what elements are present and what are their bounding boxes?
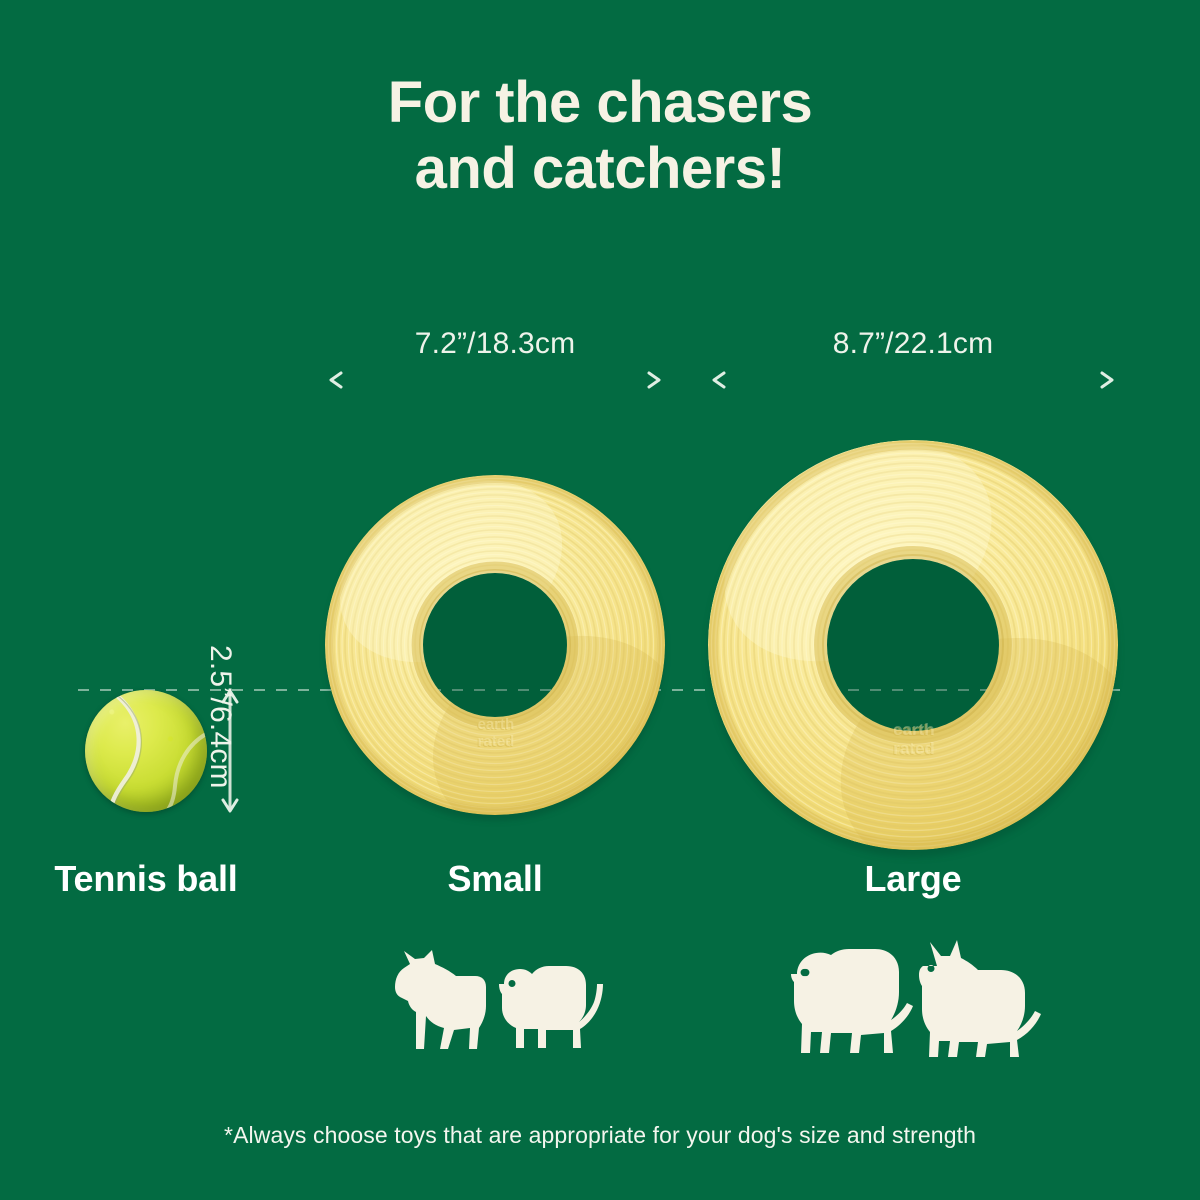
- page-title: For the chasers and catchers!: [0, 70, 1200, 201]
- svg-text:rated: rated: [893, 739, 935, 758]
- dachshund-dog-icon: [499, 966, 603, 1048]
- small-ring-measure-arrow-icon: [325, 369, 665, 391]
- tennis-ball-caption: Tennis ball: [54, 858, 238, 899]
- tennis-ball-image: [85, 690, 207, 812]
- large-ring-toy-image: earth rated earth rated: [708, 440, 1136, 879]
- doberman-dog-icon: [919, 940, 1041, 1057]
- small-ring-toy-image: earth rated earth rated: [325, 475, 682, 839]
- small-ring-caption: Small: [447, 858, 543, 899]
- tennis-ball-body: [85, 690, 207, 812]
- svg-text:earth: earth: [477, 716, 514, 733]
- tennis-ball-dimension-label: 2.5”/6.4cm: [204, 645, 237, 789]
- large-dog-silhouette-group: [783, 936, 1051, 1058]
- emboss-line-2-large: rated: [892, 740, 934, 759]
- small-dog-silhouette-group: [380, 948, 610, 1058]
- tennis-ball-measure-arrow-icon: [219, 686, 241, 816]
- headline-line-2: and catchers!: [414, 135, 786, 201]
- headline-line-1: For the chasers: [387, 70, 813, 135]
- small-ring-emboss-logo: earth rated earth rated: [477, 716, 514, 751]
- labrador-dog-icon: [791, 949, 913, 1053]
- frenchie-dog-icon: [395, 950, 486, 1049]
- footnote-disclaimer: *Always choose toys that are appropriate…: [224, 1122, 976, 1148]
- emboss-line-1-large: earth: [892, 721, 934, 740]
- large-ring-dimension-label: 8.7”/22.1cm: [832, 327, 994, 360]
- large-ring-caption: Large: [864, 858, 962, 899]
- emboss-line-1-small: earth: [477, 717, 514, 734]
- emboss-line-2-small: rated: [477, 734, 514, 751]
- small-ring-dimension-label: 7.2”/18.3cm: [414, 327, 576, 360]
- svg-text:earth: earth: [893, 720, 935, 739]
- large-ring-measure-arrow-icon: [708, 369, 1118, 391]
- large-ring-emboss-logo: earth rated earth rated: [892, 720, 934, 759]
- svg-text:rated: rated: [477, 733, 514, 750]
